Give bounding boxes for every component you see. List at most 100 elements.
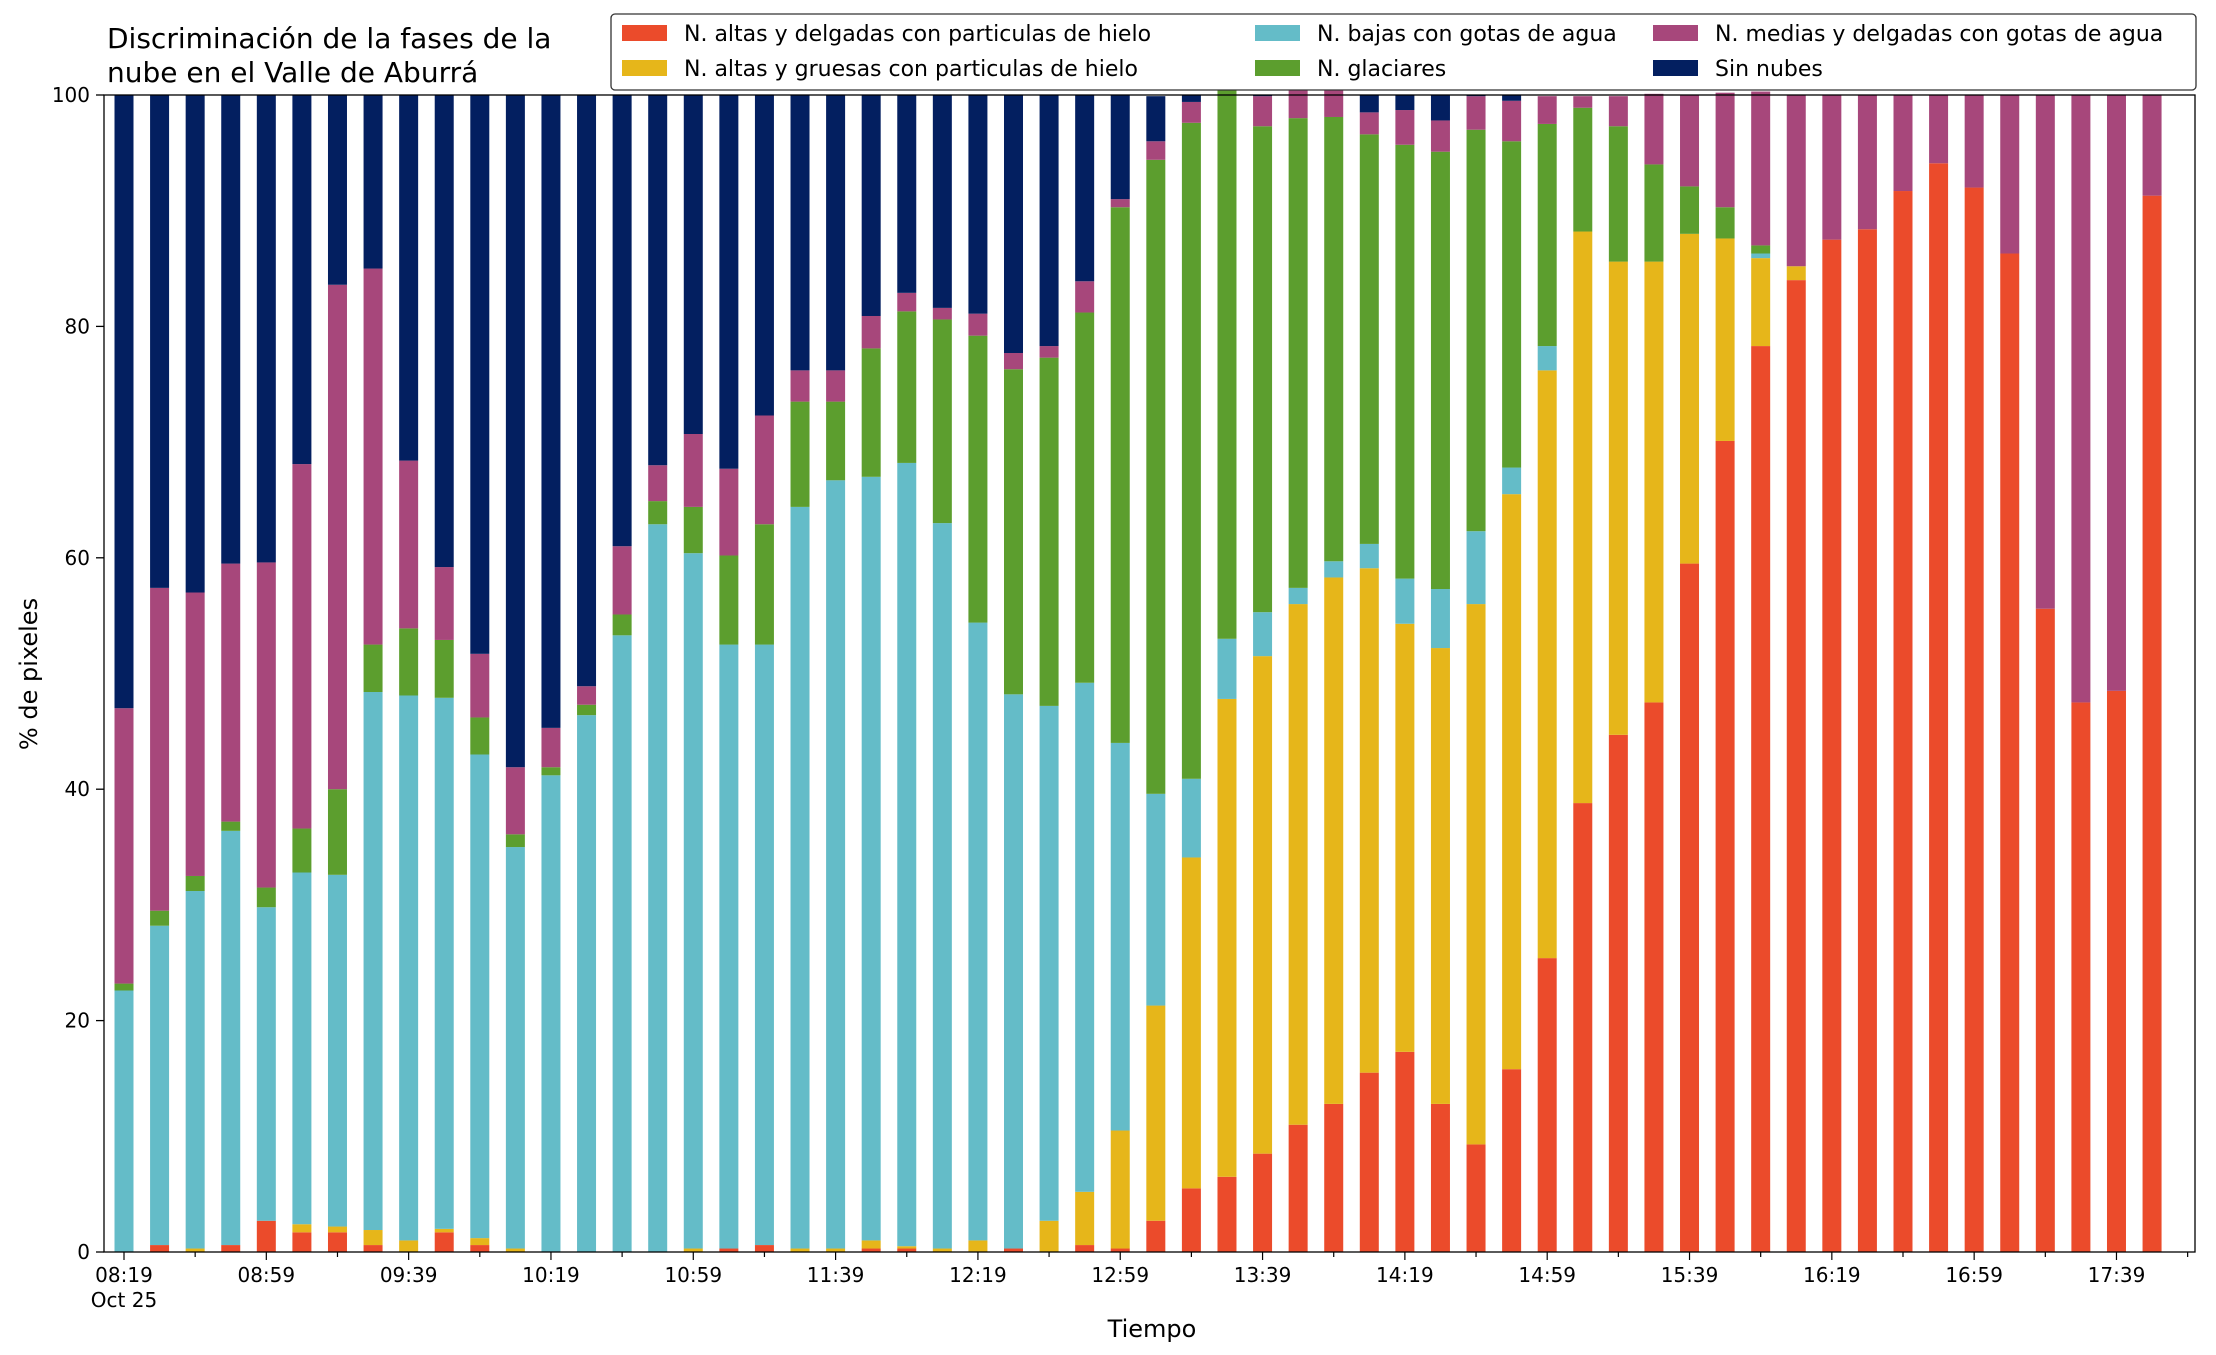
bar-segment-4-15 (648, 465, 668, 502)
bar-segment-4-51 (1929, 95, 1949, 164)
bar-segment-3-23 (932, 319, 952, 524)
bar-segment-2-21 (861, 476, 881, 1241)
bar-segment-3-1 (150, 910, 170, 926)
bar-segment-0-29 (1146, 1220, 1166, 1252)
bar-segment-5-14 (612, 95, 632, 547)
x-tick-label: 12:59 (1091, 1263, 1149, 1287)
bar-segment-2-5 (292, 872, 312, 1225)
bar-segment-0-39 (1502, 1069, 1522, 1252)
bar-segment-4-22 (897, 292, 917, 312)
bar-segment-2-33 (1288, 587, 1308, 605)
bar-segment-1-8 (399, 1240, 419, 1252)
bar-segment-3-7 (363, 644, 383, 693)
bar-segment-3-8 (399, 628, 419, 696)
bar-segment-4-42 (1608, 96, 1628, 127)
legend-swatch (622, 60, 667, 76)
bar-segment-4-50 (1893, 95, 1913, 192)
bar-segment-3-36 (1395, 144, 1415, 579)
bar-segment-0-37 (1430, 1103, 1450, 1252)
bar-segment-5-15 (648, 95, 668, 466)
bar-segment-3-45 (1715, 207, 1735, 239)
bar-segment-5-20 (826, 95, 846, 371)
x-tick-label: 10:59 (664, 1263, 722, 1287)
bar-segment-2-17 (719, 644, 739, 1249)
bar-segment-1-10 (470, 1238, 490, 1246)
bar-segment-4-26 (1039, 346, 1059, 358)
bar-segment-1-21 (861, 1240, 881, 1249)
bar-segment-0-27 (1075, 1245, 1095, 1252)
bar-segment-5-17 (719, 95, 739, 469)
bar-segment-1-27 (1075, 1191, 1095, 1246)
y-axis-label: % de pixeles (15, 598, 43, 750)
bar-segment-0-51 (1929, 163, 1949, 1252)
bar-segment-5-25 (1004, 95, 1023, 354)
bar-segment-5-1 (150, 95, 170, 588)
x-tick-label: 14:59 (1518, 1263, 1576, 1287)
x-tick-label: 12:19 (949, 1263, 1007, 1287)
bar-segment-2-31 (1217, 638, 1237, 699)
legend-label: N. medias y delgadas con gotas de agua (1715, 22, 2163, 47)
bar-segment-0-1 (150, 1245, 170, 1252)
bar-segment-3-17 (719, 555, 739, 645)
bar-segment-4-27 (1075, 281, 1095, 313)
legend-label: Sin nubes (1715, 57, 1823, 82)
legend-swatch (1653, 25, 1698, 41)
bar-segment-2-19 (790, 506, 810, 1249)
bar-segment-4-45 (1715, 92, 1735, 208)
bar-segment-2-6 (327, 874, 347, 1227)
bar-segment-5-3 (221, 95, 241, 564)
bar-segment-1-37 (1430, 648, 1450, 1104)
bar-segment-1-33 (1288, 604, 1308, 1125)
bar-segment-0-6 (327, 1232, 347, 1252)
bar-segment-1-41 (1573, 231, 1593, 804)
bar-segment-5-7 (363, 95, 383, 269)
bar-segment-2-38 (1466, 531, 1486, 605)
x-tick-label: 10:19 (522, 1263, 580, 1287)
bar-segment-4-35 (1359, 112, 1379, 135)
bar-segment-0-38 (1466, 1144, 1486, 1252)
bar-segment-0-55 (2071, 702, 2091, 1252)
bar-segment-4-30 (1181, 101, 1201, 123)
bar-segment-4-41 (1573, 96, 1593, 108)
legend-label: N. bajas con gotas de agua (1317, 22, 1617, 47)
bar-segment-3-24 (968, 335, 988, 623)
bar-segment-4-12 (541, 727, 561, 768)
bar-segment-1-44 (1680, 233, 1700, 564)
bar-segment-5-12 (541, 95, 561, 728)
bar-segment-1-23 (932, 1248, 952, 1252)
bar-segment-3-25 (1004, 369, 1023, 695)
bar-segment-0-32 (1253, 1153, 1273, 1252)
bar-segment-3-42 (1608, 126, 1628, 262)
bar-segment-3-20 (826, 401, 846, 481)
bar-segment-5-28 (1110, 95, 1130, 200)
bar-segment-3-19 (790, 401, 810, 507)
bar-segment-0-4 (256, 1220, 276, 1252)
bar-segment-3-13 (577, 704, 597, 716)
bar-segment-0-40 (1537, 958, 1557, 1252)
bar-segment-2-15 (648, 524, 668, 1252)
bar-segment-4-17 (719, 468, 739, 556)
bar-segment-4-5 (292, 464, 312, 829)
bar-segment-2-2 (185, 891, 205, 1249)
bar-segment-3-5 (292, 828, 312, 873)
bar-segment-2-11 (505, 847, 525, 1249)
bar-segment-0-44 (1680, 563, 1700, 1252)
bar-segment-3-11 (505, 834, 525, 848)
bar-segment-4-28 (1110, 199, 1130, 208)
bar-segment-3-28 (1110, 207, 1130, 743)
bar-segment-1-42 (1608, 261, 1628, 735)
bar-segment-4-21 (861, 315, 881, 349)
bar-segment-0-30 (1181, 1188, 1201, 1252)
bar-segment-0-41 (1573, 803, 1593, 1252)
bar-segment-5-39 (1502, 95, 1522, 101)
legend-box (610, 13, 2197, 91)
bar-segment-2-1 (150, 925, 170, 1246)
bar-segment-2-46 (1751, 253, 1771, 259)
bar-segment-0-28 (1110, 1248, 1130, 1252)
bar-segment-5-19 (790, 95, 810, 371)
bar-segment-1-28 (1110, 1130, 1130, 1249)
bar-segment-0-25 (1004, 1248, 1023, 1252)
y-tick-label: 100 (52, 83, 90, 107)
bar-segment-4-32 (1253, 96, 1273, 127)
bar-segment-3-4 (256, 887, 276, 908)
